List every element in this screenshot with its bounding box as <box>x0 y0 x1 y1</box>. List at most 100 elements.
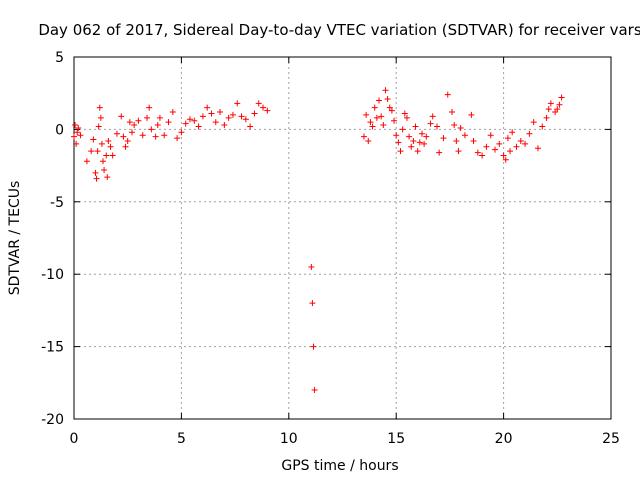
data-point <box>212 119 219 126</box>
data-point <box>169 109 176 116</box>
data-point <box>255 100 262 107</box>
data-point <box>502 156 509 163</box>
y-tick-label: -5 <box>50 195 64 211</box>
data-point <box>247 123 254 130</box>
data-point <box>154 122 161 129</box>
data-point <box>487 132 494 139</box>
data-point <box>376 97 383 104</box>
data-point <box>165 119 172 126</box>
data-point <box>156 114 163 121</box>
data-point <box>371 104 378 111</box>
data-point <box>195 123 202 130</box>
data-point <box>429 113 436 120</box>
data-point <box>97 114 104 121</box>
data-point <box>199 113 206 120</box>
data-point <box>492 146 499 153</box>
data-point <box>380 122 387 129</box>
data-point <box>369 123 376 130</box>
data-point <box>234 100 241 107</box>
data-point <box>365 137 372 144</box>
data-point <box>453 137 460 144</box>
data-point <box>393 132 400 139</box>
grid-lines <box>74 57 611 419</box>
data-point <box>556 101 563 108</box>
x-tick-label: 20 <box>495 431 513 447</box>
data-point <box>399 126 406 133</box>
data-point <box>204 104 211 111</box>
data-point <box>509 129 516 136</box>
x-tick-labels: 0 5 10 15 20 25 <box>70 431 620 447</box>
data-point <box>308 263 315 270</box>
data-points <box>71 87 565 394</box>
data-point <box>474 149 481 156</box>
data-point <box>547 100 554 107</box>
data-point <box>395 139 402 146</box>
data-point <box>135 117 142 124</box>
data-point <box>128 129 135 136</box>
data-point <box>174 135 181 142</box>
data-point <box>436 149 443 156</box>
data-point <box>186 116 193 123</box>
data-point <box>457 124 464 131</box>
data-point <box>483 143 490 150</box>
data-point <box>534 145 541 152</box>
data-point <box>382 87 389 94</box>
data-point <box>408 143 415 150</box>
x-tick-label: 0 <box>70 431 79 447</box>
data-point <box>229 111 236 118</box>
chart-title: Day 062 of 2017, Sidereal Day-to-day VTE… <box>38 21 640 39</box>
x-tick-label: 5 <box>177 431 186 447</box>
data-point <box>543 114 550 121</box>
y-tick-label: 0 <box>55 122 64 138</box>
data-point <box>221 122 228 129</box>
data-point <box>539 123 546 130</box>
data-point <box>500 152 507 159</box>
y-tick-label: -20 <box>41 412 64 428</box>
data-point <box>225 114 232 121</box>
data-point <box>251 110 258 117</box>
data-point <box>260 104 267 111</box>
data-point <box>101 166 108 173</box>
data-point <box>517 137 524 144</box>
data-point <box>545 106 552 113</box>
data-point <box>504 135 511 142</box>
y-axis-title: SDTVAR / TECUs <box>7 181 23 296</box>
x-axis-title: GPS time / hours <box>281 458 398 474</box>
y-tick-label: 5 <box>55 50 64 66</box>
data-point <box>107 143 114 150</box>
data-point <box>94 148 101 155</box>
data-point <box>148 126 155 133</box>
data-point <box>451 122 458 129</box>
data-point <box>403 114 410 121</box>
data-point <box>522 140 529 147</box>
x-tick-label: 15 <box>387 431 405 447</box>
data-point <box>104 174 111 181</box>
plot-frame <box>73 56 612 420</box>
data-point <box>384 95 391 102</box>
data-point <box>416 139 423 146</box>
data-point <box>397 148 404 155</box>
data-point <box>71 133 77 140</box>
data-point <box>440 135 447 142</box>
data-point <box>83 158 90 165</box>
data-point <box>92 169 99 176</box>
data-point <box>434 123 441 130</box>
axis-ticks <box>73 56 612 420</box>
data-point <box>470 137 477 144</box>
data-point <box>421 140 428 147</box>
data-point <box>152 133 159 140</box>
data-point <box>444 91 451 98</box>
data-point <box>373 114 380 121</box>
data-point <box>530 119 537 126</box>
data-point <box>118 113 125 120</box>
data-point <box>90 136 97 143</box>
data-point <box>414 148 421 155</box>
x-tick-label: 25 <box>602 431 620 447</box>
data-point <box>120 133 127 140</box>
data-point <box>208 110 215 117</box>
data-point <box>88 148 95 155</box>
data-point <box>311 387 318 394</box>
data-point <box>526 130 533 137</box>
data-point <box>367 119 374 126</box>
